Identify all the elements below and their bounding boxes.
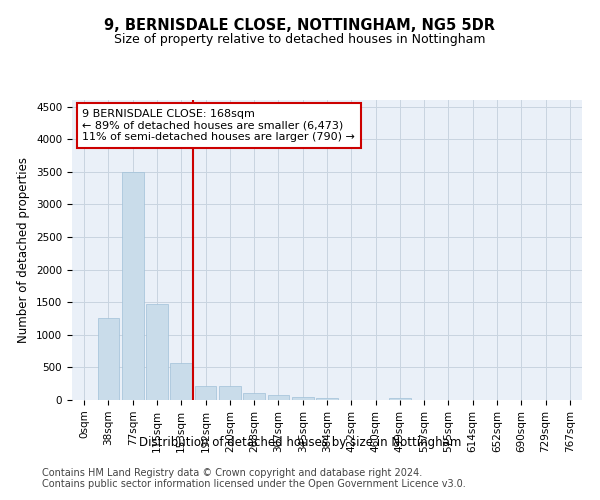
Text: Distribution of detached houses by size in Nottingham: Distribution of detached houses by size … — [139, 436, 461, 449]
Bar — [170, 363, 192, 400]
Text: 9, BERNISDALE CLOSE, NOTTINGHAM, NG5 5DR: 9, BERNISDALE CLOSE, NOTTINGHAM, NG5 5DR — [104, 18, 496, 32]
Bar — [146, 304, 168, 400]
Bar — [122, 172, 143, 400]
Bar — [243, 393, 265, 400]
Bar — [268, 396, 289, 400]
Bar — [292, 396, 314, 400]
Bar — [389, 398, 411, 400]
Text: 9 BERNISDALE CLOSE: 168sqm
← 89% of detached houses are smaller (6,473)
11% of s: 9 BERNISDALE CLOSE: 168sqm ← 89% of deta… — [82, 109, 355, 142]
Text: Contains HM Land Registry data © Crown copyright and database right 2024.: Contains HM Land Registry data © Crown c… — [42, 468, 422, 477]
Bar — [219, 386, 241, 400]
Bar — [194, 386, 217, 400]
Bar — [97, 318, 119, 400]
Text: Size of property relative to detached houses in Nottingham: Size of property relative to detached ho… — [114, 32, 486, 46]
Y-axis label: Number of detached properties: Number of detached properties — [17, 157, 31, 343]
Text: Contains public sector information licensed under the Open Government Licence v3: Contains public sector information licen… — [42, 479, 466, 489]
Bar — [316, 398, 338, 400]
